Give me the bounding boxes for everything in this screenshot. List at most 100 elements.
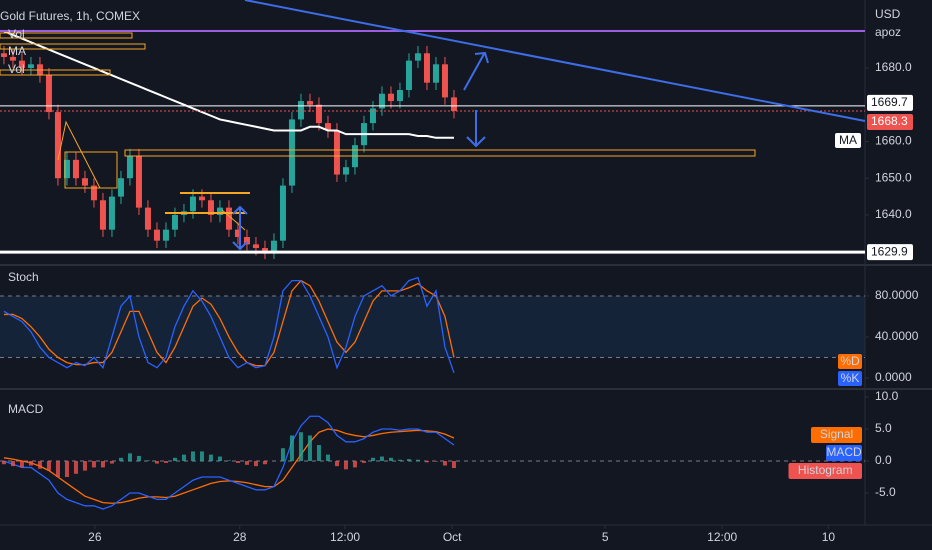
candle-body xyxy=(153,229,160,241)
x-tick-label: 26 xyxy=(88,530,102,544)
x-tick-label: 12:00 xyxy=(707,530,737,544)
histogram-bar xyxy=(109,461,114,464)
histogram-bar xyxy=(334,461,339,467)
candle-body xyxy=(432,64,439,83)
histogram-bar xyxy=(433,461,438,462)
histogram-bar xyxy=(244,461,249,465)
trend-line xyxy=(244,0,866,122)
pane-title: Stoch xyxy=(8,270,39,284)
legend-label: Histogram xyxy=(798,463,853,477)
series-line xyxy=(3,279,455,367)
candle-body xyxy=(315,104,322,124)
histogram-bar xyxy=(181,454,186,462)
y-tick-label: -5.0 xyxy=(875,485,896,499)
candle-body xyxy=(63,159,70,179)
candle-body xyxy=(171,214,178,230)
candle-body xyxy=(252,244,259,249)
histogram-bar xyxy=(226,460,231,462)
y-tick-label: 5.0 xyxy=(875,421,892,435)
pattern xyxy=(57,120,101,189)
candle-body xyxy=(189,196,196,212)
series-tag-label: MA xyxy=(839,133,857,147)
histogram-bar xyxy=(73,461,78,474)
histogram-bar xyxy=(316,445,321,462)
candle-body xyxy=(18,60,25,68)
candle-body xyxy=(117,178,124,197)
currency: USD xyxy=(875,7,901,21)
y-tick-label: 80.0000 xyxy=(875,288,919,302)
histogram-bar xyxy=(118,457,123,462)
y-tick-label: 1660.0 xyxy=(875,134,912,148)
histogram-bar xyxy=(163,461,168,463)
histogram-bar xyxy=(136,455,141,462)
candle-body xyxy=(279,185,286,241)
drawings xyxy=(0,0,866,251)
histogram-bar xyxy=(298,432,303,462)
histogram-bar xyxy=(406,459,411,462)
candle-body xyxy=(270,240,277,252)
candle-body xyxy=(81,178,88,186)
candle-body xyxy=(234,229,241,238)
histogram-bar xyxy=(370,457,375,462)
candle-body xyxy=(126,156,133,179)
histogram-bar xyxy=(388,457,393,462)
y-tick-label: 1640.0 xyxy=(875,207,912,221)
candle-body xyxy=(450,97,457,111)
candle-body xyxy=(162,229,169,241)
legend-tag xyxy=(811,427,862,443)
y-tick-label: 0.0000 xyxy=(875,370,912,384)
candle-body xyxy=(216,207,223,215)
candle-body xyxy=(423,53,430,83)
histogram-bar xyxy=(127,453,132,462)
legend-tag xyxy=(826,445,862,461)
histogram-bar xyxy=(217,456,222,462)
y-tick-label: 10.0 xyxy=(875,389,899,403)
candle-body xyxy=(297,101,304,120)
candle-body xyxy=(261,248,268,252)
histogram-bar xyxy=(343,461,348,470)
price-tag xyxy=(867,244,913,261)
legend-tag xyxy=(838,371,862,386)
candle-body xyxy=(369,108,376,124)
box xyxy=(0,43,146,50)
series-line xyxy=(3,415,455,510)
series-tag xyxy=(835,133,861,148)
series-line xyxy=(3,276,455,374)
x-tick-label: Oct xyxy=(443,530,462,544)
arrow xyxy=(232,205,248,251)
x-tick-label: 12:00 xyxy=(330,530,360,544)
user: apoz xyxy=(875,25,901,39)
y-tick-label: 1650.0 xyxy=(875,170,912,184)
histogram-bar xyxy=(199,451,204,462)
candle-body xyxy=(45,75,52,113)
candle-body xyxy=(396,90,403,102)
histogram-bar xyxy=(262,461,267,465)
legend-label: %D xyxy=(840,354,860,368)
candle-body xyxy=(441,64,448,98)
histogram-bar xyxy=(361,461,366,463)
legend-tag xyxy=(838,354,862,369)
y-tick-label: 40.0000 xyxy=(875,329,919,343)
candle-body xyxy=(135,156,142,208)
histogram-bar xyxy=(325,454,330,462)
histogram-bar xyxy=(145,460,150,462)
legend-label: Signal xyxy=(820,427,853,441)
candle-body xyxy=(207,200,214,215)
candle-body xyxy=(108,196,115,230)
histogram-bar xyxy=(37,461,42,469)
legend-label: %K xyxy=(841,371,860,385)
price-tag-label: 1629.9 xyxy=(871,244,908,258)
histogram-bar xyxy=(82,461,87,471)
y-tick-label: 1680.0 xyxy=(875,60,912,74)
histogram-bar xyxy=(55,461,60,478)
arrow-up xyxy=(463,51,489,91)
candle-body xyxy=(243,237,250,245)
x-tick-label: 10 xyxy=(822,530,836,544)
candle-body xyxy=(27,64,34,68)
histogram-bar xyxy=(64,461,69,478)
histogram-bar xyxy=(397,459,402,462)
candle-body xyxy=(9,56,16,61)
candle-body xyxy=(72,159,79,179)
series-line xyxy=(3,30,454,139)
